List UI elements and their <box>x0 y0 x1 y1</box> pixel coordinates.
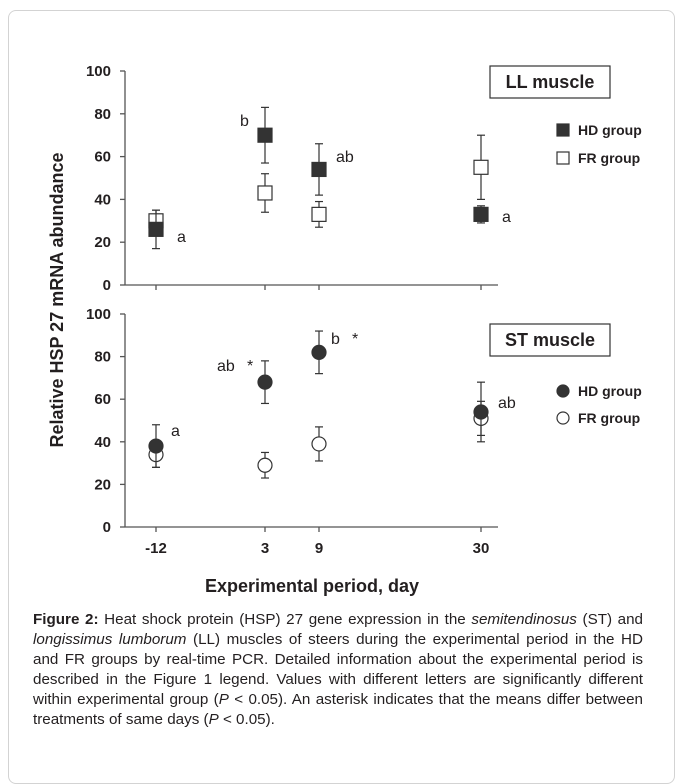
figure-caption: Figure 2: Heat shock protein (HSP) 27 ge… <box>33 610 643 730</box>
hd-point <box>257 374 273 390</box>
caption-text: < 0.05). <box>218 711 275 728</box>
significance-letter: ab <box>336 149 354 166</box>
hd-point <box>311 161 327 178</box>
caption-text: (LL) muscles of steers during the experi… <box>33 631 643 708</box>
caption-italic-text: longissimus lumborum <box>33 631 187 648</box>
y-tick-label: 100 <box>86 63 111 80</box>
legend-marker <box>556 411 570 425</box>
x-tick-label: 30 <box>473 540 490 557</box>
y-tick-label: 0 <box>103 277 111 294</box>
panel-label-box <box>489 65 611 99</box>
hd-point <box>311 344 327 360</box>
x-tick-label: -12 <box>145 540 167 557</box>
legend-label: HD group <box>578 383 642 399</box>
y-tick-label: 20 <box>94 234 111 251</box>
caption-text: (ST) and <box>576 611 644 628</box>
y-axis-label: Relative HSP 27 mRNA abundance <box>47 152 67 447</box>
legend-marker <box>556 151 570 165</box>
asterisk-mark: * <box>352 331 358 348</box>
fr-point <box>311 206 327 222</box>
legend-label: FR group <box>578 150 640 166</box>
significance-letter: ab <box>217 358 235 375</box>
y-tick-label: 60 <box>94 149 111 166</box>
hd-point <box>473 404 489 420</box>
x-tick-label: 3 <box>261 540 269 557</box>
fr-point <box>257 457 273 473</box>
hd-point <box>148 438 164 454</box>
legend-marker <box>556 123 570 137</box>
significance-letter: b <box>240 113 249 130</box>
y-tick-label: 80 <box>94 349 111 366</box>
asterisk-mark: * <box>247 358 253 375</box>
caption-text: Heat shock protein (HSP) 27 gene express… <box>98 611 472 628</box>
fr-point <box>311 436 327 452</box>
significance-letter: a <box>177 229 186 246</box>
significance-letter: a <box>502 209 511 226</box>
y-tick-label: 0 <box>103 519 111 536</box>
panel-label-box <box>489 323 611 357</box>
hd-point <box>148 221 164 237</box>
x-axis-label: Experimental period, day <box>205 576 419 596</box>
y-tick-label: 40 <box>94 434 111 451</box>
significance-letter: ab <box>498 395 516 412</box>
legend-marker <box>556 384 570 398</box>
panel-label: ST muscle <box>505 330 595 350</box>
legend-label: FR group <box>578 410 640 426</box>
y-tick-label: 60 <box>94 391 111 408</box>
panel-st: 0 20 40 60 80 100 -12 3 9 30 ST muscle a ab * b * ab HD g… <box>86 306 642 557</box>
caption-label: Figure 2: <box>33 611 99 628</box>
x-tick-label: 9 <box>315 540 323 557</box>
caption-italic-text: semitendinosus <box>471 611 577 628</box>
significance-letter: a <box>171 423 180 440</box>
y-tick-label: 20 <box>94 476 111 493</box>
fr-point <box>257 185 273 201</box>
y-tick-label: 80 <box>94 106 111 123</box>
hd-point <box>473 206 489 222</box>
caption-italic-text: P <box>218 691 229 708</box>
panel-label: LL muscle <box>506 72 595 92</box>
caption-italic-text: P <box>208 711 219 728</box>
caption-text: < 0.05). An asterisk indicates that the … <box>33 691 643 728</box>
significance-letter: b <box>331 331 340 348</box>
fr-point <box>473 159 489 175</box>
hd-point <box>257 127 273 143</box>
y-tick-label: 40 <box>94 191 111 208</box>
y-tick-label: 100 <box>86 306 111 323</box>
legend-label: HD group <box>578 122 642 138</box>
